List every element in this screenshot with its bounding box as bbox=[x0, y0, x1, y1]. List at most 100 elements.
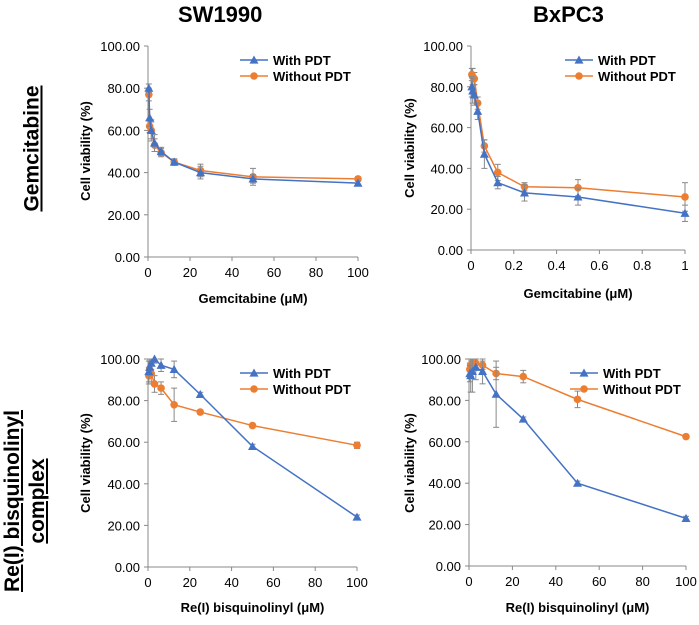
data-point bbox=[574, 183, 582, 192]
y-tick-label: 100.00 bbox=[421, 352, 461, 367]
x-tick-label: 100 bbox=[347, 265, 369, 280]
y-axis-label: Cell viability (%) bbox=[78, 101, 93, 201]
legend-marker bbox=[580, 385, 588, 393]
y-tick-label: 60.00 bbox=[107, 123, 140, 138]
data-point bbox=[467, 366, 477, 376]
data-point bbox=[493, 178, 503, 187]
data-point bbox=[471, 362, 481, 371]
y-axis-label: Cell viability (%) bbox=[402, 98, 417, 198]
x-tick-label: 0 bbox=[144, 265, 151, 280]
legend-label: With PDT bbox=[603, 366, 661, 381]
data-point bbox=[144, 366, 154, 376]
column-title-bxpc3: BxPC3 bbox=[533, 2, 604, 27]
data-point bbox=[150, 380, 159, 388]
data-point bbox=[196, 168, 205, 177]
x-tick-label: 40 bbox=[549, 574, 563, 589]
data-point bbox=[248, 441, 257, 450]
legend-marker bbox=[575, 72, 583, 80]
x-tick-label: 20 bbox=[183, 575, 197, 590]
x-tick-label: 0 bbox=[465, 574, 472, 589]
column-title-sw1990: SW1990 bbox=[178, 2, 263, 27]
legend-marker bbox=[574, 55, 584, 64]
y-tick-label: 40.00 bbox=[107, 166, 140, 181]
data-point bbox=[156, 147, 166, 156]
data-point bbox=[195, 389, 205, 398]
data-point bbox=[520, 188, 529, 197]
legend-label: Without PDT bbox=[603, 382, 681, 397]
y-tick-label: 80.00 bbox=[430, 80, 463, 95]
x-axis-label: Re(I) bisquinolinyl (μM) bbox=[181, 600, 325, 615]
x-tick-label: 80 bbox=[309, 265, 323, 280]
y-tick-label: 60.00 bbox=[107, 435, 140, 450]
y-tick-label: 20.00 bbox=[430, 202, 463, 217]
legend-label: Without PDT bbox=[273, 69, 351, 84]
data-point bbox=[145, 113, 155, 122]
x-tick-label: 0.6 bbox=[590, 258, 608, 273]
y-axis-label: Cell viability (%) bbox=[78, 413, 93, 513]
data-point bbox=[473, 106, 483, 115]
data-point bbox=[479, 149, 489, 158]
data-point bbox=[353, 178, 363, 187]
legend-label: With PDT bbox=[598, 53, 656, 68]
y-tick-label: 0.00 bbox=[438, 243, 463, 258]
y-tick-label: 60.00 bbox=[430, 121, 463, 136]
y-tick-label: 100.00 bbox=[423, 39, 463, 54]
x-axis-label: Gemcitabine (μM) bbox=[523, 286, 632, 301]
data-point bbox=[150, 138, 160, 147]
data-point bbox=[493, 168, 502, 177]
y-tick-label: 80.00 bbox=[428, 393, 461, 408]
legend-label: With PDT bbox=[273, 53, 331, 68]
x-tick-label: 20 bbox=[505, 574, 519, 589]
y-tick-label: 20.00 bbox=[107, 208, 140, 223]
x-tick-label: 100 bbox=[346, 575, 368, 590]
y-tick-label: 40.00 bbox=[107, 477, 140, 492]
data-point bbox=[353, 441, 361, 450]
series-with-pdt bbox=[144, 354, 362, 521]
legend-label: With PDT bbox=[273, 366, 331, 381]
legend-marker bbox=[249, 368, 259, 377]
chart-panel-0: 0.00 20.00 40.00 60.00 80.00 100.00 0 20 40 60 80 1… bbox=[78, 39, 369, 306]
x-tick-label: 80 bbox=[635, 574, 649, 589]
y-tick-label: 100.00 bbox=[100, 39, 140, 54]
series-with-pdt bbox=[465, 358, 691, 522]
y-tick-label: 40.00 bbox=[430, 161, 463, 176]
y-tick-label: 60.00 bbox=[428, 435, 461, 450]
data-point bbox=[466, 371, 476, 380]
y-axis-label: Cell viability (%) bbox=[402, 413, 417, 513]
x-tick-label: 60 bbox=[592, 574, 606, 589]
y-tick-label: 80.00 bbox=[107, 394, 140, 409]
y-tick-label: 0.00 bbox=[115, 250, 140, 265]
data-point bbox=[478, 366, 488, 376]
data-point bbox=[169, 157, 179, 166]
x-tick-label: 100 bbox=[675, 574, 697, 589]
data-point bbox=[248, 421, 257, 430]
data-point bbox=[169, 364, 179, 373]
x-tick-label: 80 bbox=[308, 575, 322, 590]
legend-label: Without PDT bbox=[273, 382, 351, 397]
data-point bbox=[145, 362, 155, 371]
data-point bbox=[157, 384, 165, 392]
chart-panel-1: 0.00 20.00 40.00 60.00 80.00 100.00 0 0.2 0.4 0.6… bbox=[402, 39, 690, 301]
data-point bbox=[519, 372, 528, 381]
data-point bbox=[146, 358, 156, 367]
series-without-pdt bbox=[145, 87, 362, 186]
series-with-pdt bbox=[467, 76, 690, 222]
legend-marker bbox=[250, 72, 258, 80]
data-point bbox=[682, 432, 690, 441]
y-tick-label: 100.00 bbox=[100, 352, 140, 367]
data-point bbox=[573, 478, 582, 487]
series-line bbox=[148, 94, 359, 180]
y-tick-label: 0.00 bbox=[115, 560, 140, 575]
x-tick-label: 60 bbox=[267, 265, 281, 280]
data-point bbox=[156, 360, 166, 369]
legend-marker bbox=[250, 385, 258, 393]
y-tick-label: 0.00 bbox=[436, 559, 461, 574]
data-point bbox=[248, 174, 258, 183]
data-point bbox=[467, 82, 477, 91]
chart-panel-3: 0.00 20.00 40.00 60.00 80.00 100.00 0 20 40 60 80 1… bbox=[402, 352, 697, 615]
y-tick-label: 80.00 bbox=[107, 81, 140, 96]
